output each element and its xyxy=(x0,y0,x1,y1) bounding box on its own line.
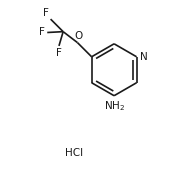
Text: F: F xyxy=(39,28,45,38)
Text: HCl: HCl xyxy=(65,148,83,158)
Text: F: F xyxy=(43,8,49,18)
Text: NH$_2$: NH$_2$ xyxy=(104,99,125,113)
Text: N: N xyxy=(139,52,147,62)
Text: O: O xyxy=(74,31,82,40)
Text: F: F xyxy=(56,48,62,58)
